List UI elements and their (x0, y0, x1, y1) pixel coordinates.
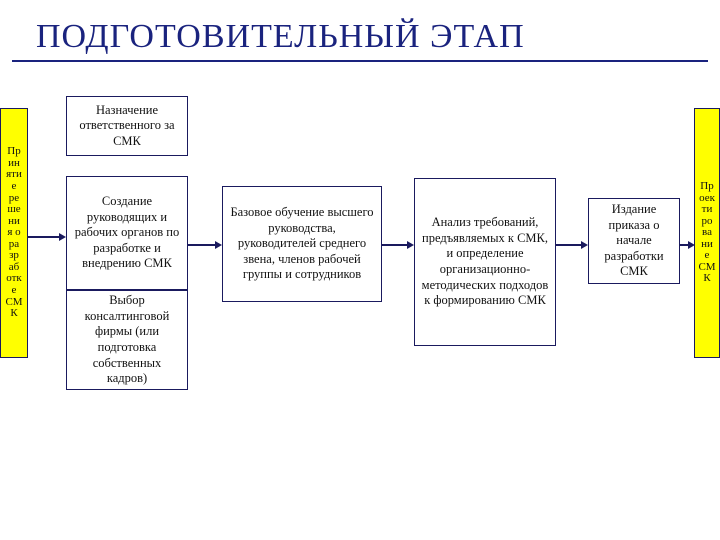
title-underline (12, 60, 708, 62)
arrowhead-5-icon (688, 241, 695, 249)
box-create-bodies: Создание руководящих и рабочих органов п… (66, 176, 188, 290)
arrowhead-2-icon (215, 241, 222, 249)
arrow-1 (28, 236, 59, 238)
arrow-4 (556, 244, 581, 246)
box-consulting-choice: Выбор консалтинговой фирмы (или подготов… (66, 290, 188, 390)
arrowhead-1-icon (59, 233, 66, 241)
stage-end-box: Пр оек ти ро ва ни е СМ К (694, 108, 720, 358)
arrowhead-4-icon (581, 241, 588, 249)
box-analysis-requirements: Анализ требований, предъявляемых к СМК, … (414, 178, 556, 346)
page-title: ПОДГОТОВИТЕЛЬНЫЙ ЭТАП (36, 18, 525, 56)
box-basic-training: Базовое обучение высшего руководства, ру… (222, 186, 382, 302)
diagram-stage: Пр ин яти е ре ше ни я о ра зр аб отк е … (0, 72, 720, 530)
arrowhead-3-icon (407, 241, 414, 249)
box-issue-order: Издание приказа о начале разработки СМК (588, 198, 680, 284)
arrow-3 (382, 244, 407, 246)
stage-start-box: Пр ин яти е ре ше ни я о ра зр аб отк е … (0, 108, 28, 358)
arrow-2 (188, 244, 215, 246)
box-appoint-responsible: Назначение ответственного за СМК (66, 96, 188, 156)
